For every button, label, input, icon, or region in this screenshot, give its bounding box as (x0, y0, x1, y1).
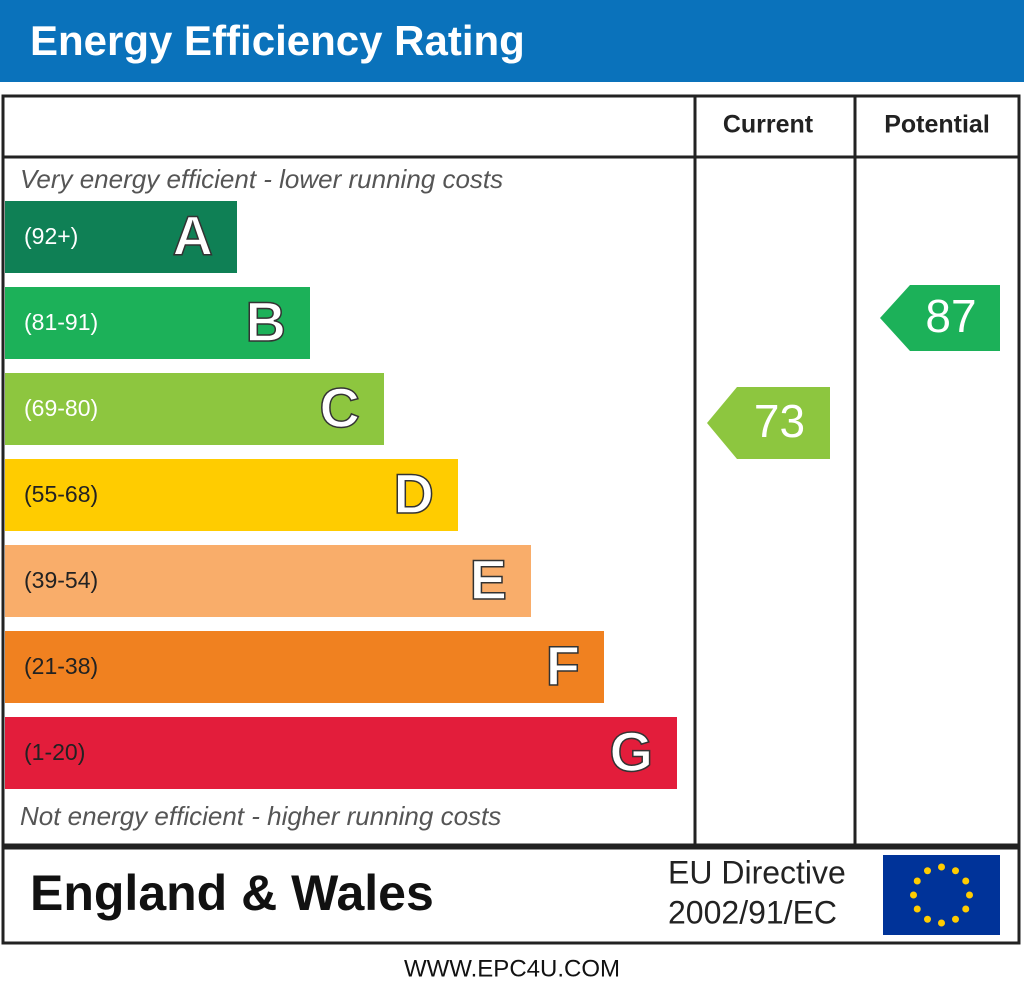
band (5, 717, 677, 789)
star (962, 877, 970, 885)
band-range: (55-68) (24, 481, 98, 507)
top-note: Very energy efficient - lower running co… (20, 164, 503, 194)
region: England & Wales (30, 865, 434, 921)
current-header: Current (723, 111, 814, 139)
star (910, 891, 917, 899)
star (966, 891, 973, 899)
band-letter: E (470, 548, 507, 611)
star (924, 867, 931, 875)
band-range: (81-91) (24, 309, 98, 335)
star (962, 905, 970, 913)
band (5, 373, 384, 445)
band-range: (92+) (24, 223, 78, 249)
title-bar (0, 0, 1024, 82)
band (5, 459, 458, 531)
potential-header: Potential (884, 111, 990, 139)
band (5, 631, 604, 703)
band-range: (69-80) (24, 395, 98, 421)
current-arrow (707, 387, 830, 459)
star (952, 867, 959, 875)
website: WWW.EPC4U.COM (404, 955, 620, 982)
band-letter: A (173, 204, 213, 267)
bottom-note: Not energy efficient - higher running co… (20, 801, 501, 831)
current-value: 73 (754, 395, 805, 447)
band-letter: C (320, 376, 360, 439)
potential-arrow (880, 285, 1000, 351)
star (924, 915, 931, 923)
star (913, 877, 921, 885)
eu-stars (910, 863, 973, 927)
band-letter: G (609, 720, 653, 783)
footer-frame (1, 846, 1021, 945)
directive: EU Directive (668, 854, 846, 890)
star (938, 863, 945, 871)
band-letter: B (246, 290, 286, 353)
star (952, 915, 959, 923)
band-letter: F (546, 634, 580, 697)
band (5, 545, 531, 617)
frame (1, 94, 1021, 847)
band-range: (39-54) (24, 567, 98, 593)
star (913, 905, 921, 913)
band-range: (21-38) (24, 653, 98, 679)
band (5, 287, 310, 359)
band-letter: D (394, 462, 434, 525)
star (938, 919, 945, 927)
band-range: (1-20) (24, 739, 85, 765)
directive: 2002/91/EC (668, 894, 837, 930)
title: Energy Efficiency Rating (30, 17, 525, 64)
band (5, 201, 237, 273)
potential-value: 87 (925, 290, 976, 342)
